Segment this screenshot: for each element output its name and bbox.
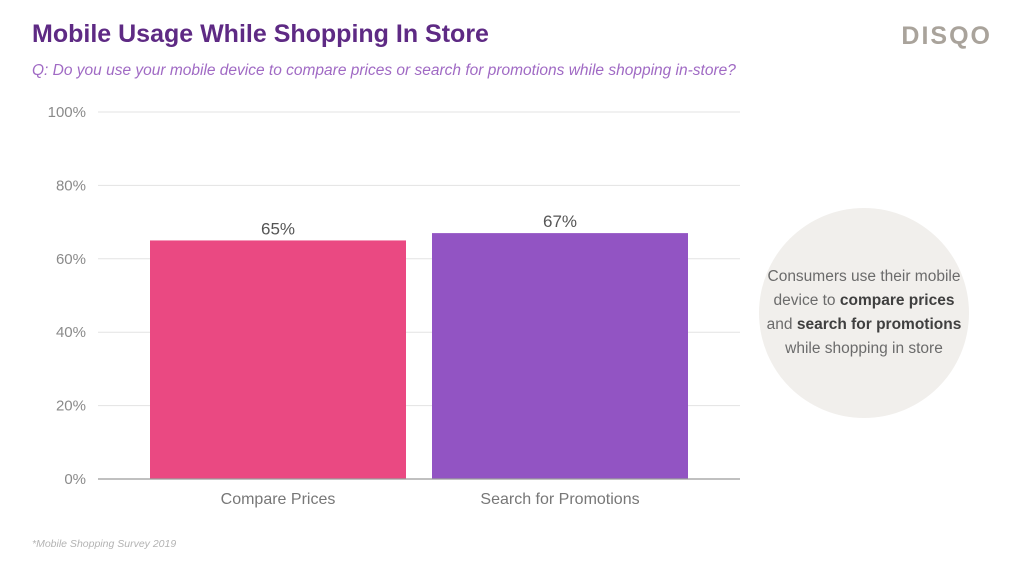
brand-logo: DISQO (901, 22, 992, 50)
y-tick-label: 100% (48, 104, 86, 121)
y-tick-label: 0% (64, 471, 86, 488)
bar-compare-prices (150, 240, 406, 479)
callout-text: Consumers use their mobile device to com… (766, 268, 962, 357)
bar-search-for-promotions (432, 233, 688, 479)
callout-bold-compare: compare prices (839, 292, 955, 309)
source-footnote: *Mobile Shopping Survey 2019 (32, 538, 177, 550)
callout-circle: Consumers use their mobile device to com… (759, 208, 969, 418)
x-tick-label: Search for Promotions (480, 491, 639, 508)
x-tick-label: Compare Prices (221, 491, 336, 508)
callout-bold-search: search for promotions (796, 316, 962, 333)
chart-title: Mobile Usage While Shopping In Store (32, 20, 489, 48)
data-label: 67% (543, 212, 577, 231)
y-tick-label: 60% (56, 251, 86, 268)
y-tick-label: 40% (56, 324, 86, 341)
chart-subtitle: Q: Do you use your mobile device to comp… (32, 62, 736, 79)
data-label: 65% (261, 219, 295, 238)
y-tick-label: 20% (56, 398, 86, 415)
y-tick-label: 80% (56, 177, 86, 194)
